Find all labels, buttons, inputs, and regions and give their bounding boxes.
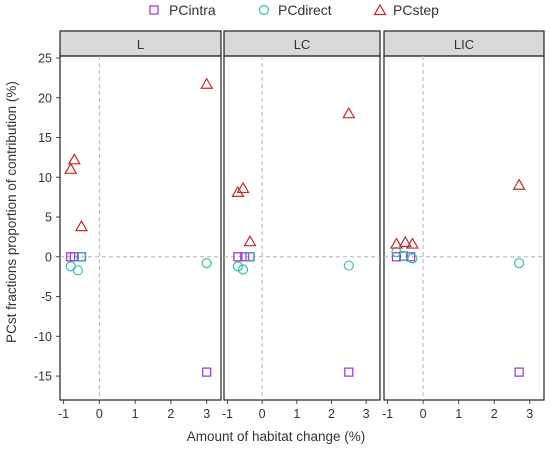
y-tick-label: 10 xyxy=(38,171,52,185)
y-tick-label: 0 xyxy=(45,250,52,264)
legend-label-pcstep: PCstep xyxy=(393,2,439,18)
point-pcstep xyxy=(200,77,214,89)
x-tick-label: 0 xyxy=(96,407,103,421)
point-pcdirect xyxy=(514,258,525,269)
point-pcintra xyxy=(391,252,402,262)
panel-title: L xyxy=(137,37,144,52)
point-pcdirect xyxy=(244,251,256,262)
x-tick-label: -1 xyxy=(58,407,69,421)
point-pcintra xyxy=(233,252,243,262)
legend-marker-pcstep xyxy=(373,3,387,16)
plot-frame xyxy=(59,55,222,401)
legend-marker-pcintra xyxy=(149,5,159,15)
point-pcdirect xyxy=(237,264,249,275)
y-tick-label: -15 xyxy=(34,370,52,384)
x-tick-label: 1 xyxy=(132,407,139,421)
legend: PCintra PCdirect PCstep xyxy=(149,2,439,18)
x-tick-label: 1 xyxy=(455,407,462,421)
x-tick-label: 3 xyxy=(203,407,210,421)
y-tick-label: -5 xyxy=(41,290,52,304)
point-pcstep xyxy=(64,162,78,174)
point-pcdirect xyxy=(407,253,418,264)
x-tick-label: 3 xyxy=(526,407,533,421)
x-tick-label: 2 xyxy=(328,407,335,421)
x-axis-label: Amount of habitat change (%) xyxy=(187,429,366,444)
panels: L -1 0 1 2 3 LC -1 0 1 2 3 LIC -1 0 1 2 3 xyxy=(58,30,545,421)
point-pcintra xyxy=(514,367,524,377)
panel-strip xyxy=(383,30,545,57)
x-tick-label: 0 xyxy=(259,407,266,421)
panel-l: L -1 0 1 2 3 xyxy=(58,30,222,421)
point-pcdirect xyxy=(232,261,243,272)
plot-frame xyxy=(383,55,545,401)
panel-title: LC xyxy=(294,37,311,52)
legend-label-pcdirect: PCdirect xyxy=(278,2,332,18)
point-pcintra xyxy=(202,367,212,377)
point-pcstep xyxy=(512,178,526,190)
point-pcintra xyxy=(240,252,250,262)
y-tick-label: 20 xyxy=(38,91,52,105)
point-pcstep xyxy=(398,235,412,248)
panel-lic: LIC -1 0 1 2 3 xyxy=(382,30,545,421)
x-tick-label: 1 xyxy=(293,407,300,421)
y-axis-label: PCst fractions proportion of contributio… xyxy=(4,81,19,343)
y-tick-label: 15 xyxy=(38,131,52,145)
point-pcstep xyxy=(243,235,257,247)
y-tick-label: 5 xyxy=(45,211,52,225)
point-pcstep xyxy=(74,219,89,232)
y-tick-label: -10 xyxy=(34,330,52,344)
point-pcstep xyxy=(389,237,403,249)
point-pcstep xyxy=(236,181,250,194)
point-pcdirect xyxy=(343,260,354,271)
panel-strip xyxy=(59,30,222,57)
panel-lc: LC -1 0 1 2 3 xyxy=(222,30,381,421)
x-tick-label: 3 xyxy=(363,407,370,421)
plot-frame xyxy=(223,55,381,401)
panel-title: LIC xyxy=(454,37,474,52)
x-tick-label: -1 xyxy=(222,407,233,421)
legend-label-pcintra: PCintra xyxy=(169,2,216,18)
point-pcstep xyxy=(231,185,245,197)
y-tick-label: 25 xyxy=(38,52,52,66)
point-pcintra xyxy=(69,252,79,262)
legend-marker-pcdirect xyxy=(258,4,270,16)
point-pcdirect xyxy=(76,251,87,262)
x-tick-label: 2 xyxy=(167,407,174,421)
x-tick-label: 2 xyxy=(491,407,498,421)
point-pcdirect xyxy=(72,265,83,276)
x-tick-label: -1 xyxy=(382,407,393,421)
point-pcstep xyxy=(342,106,356,119)
y-axis: -15 -10 -5 0 5 10 15 20 25 xyxy=(34,52,60,384)
point-pcintra xyxy=(406,252,416,262)
point-pcstep xyxy=(67,153,81,165)
x-tick-label: 0 xyxy=(420,407,427,421)
point-pcstep xyxy=(405,237,419,249)
point-pcdirect xyxy=(201,258,212,269)
point-pcintra xyxy=(344,367,354,377)
